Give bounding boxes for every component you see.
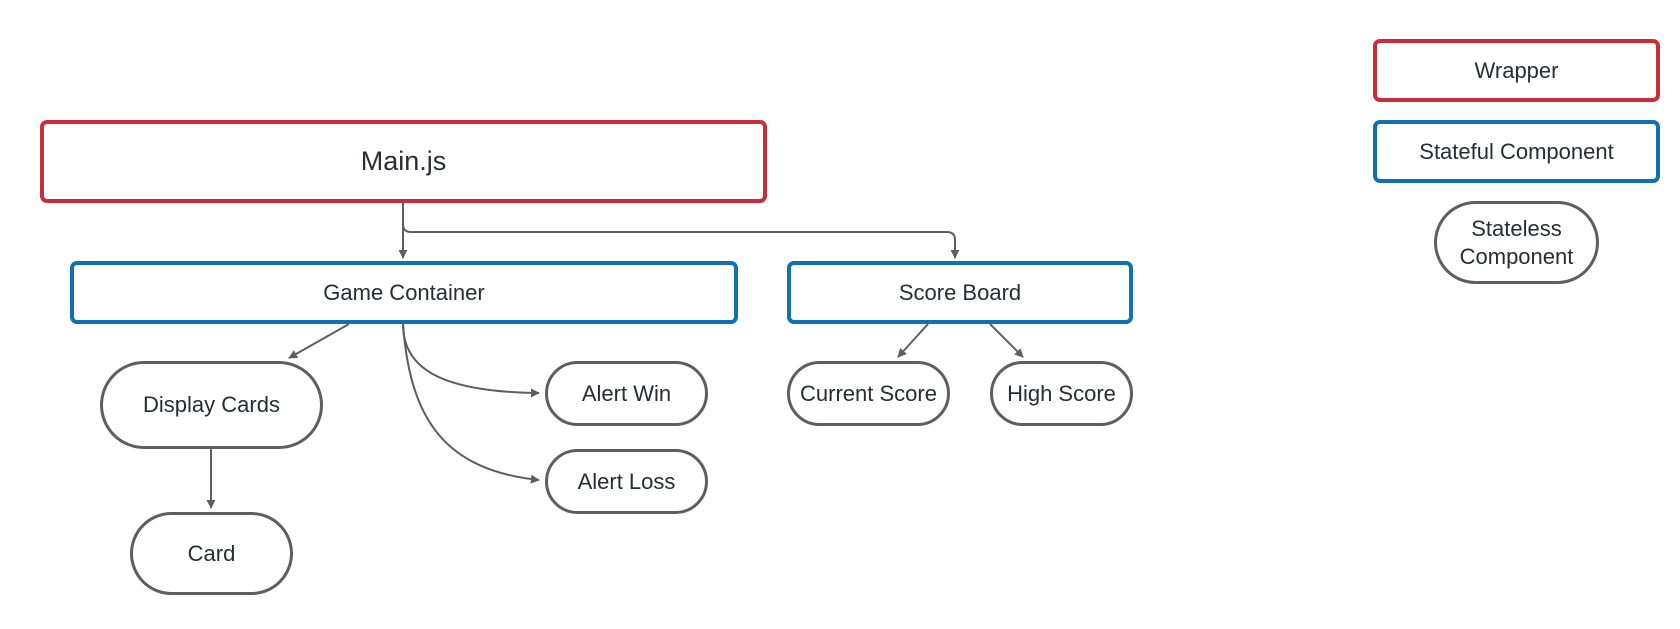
edge-game-container-to-display-cards <box>288 323 350 359</box>
legend-stateful-component: Stateful Component <box>1373 120 1660 183</box>
node-alert-loss[interactable]: Alert Loss <box>545 449 708 514</box>
node-card[interactable]: Card <box>130 512 293 595</box>
legend-wrapper: Wrapper <box>1373 39 1660 102</box>
edge-score-board-to-high-score <box>989 323 1024 358</box>
node-game-container[interactable]: Game Container <box>70 261 738 324</box>
legend-stateless-component: Stateless Component <box>1434 201 1599 284</box>
node-score-board[interactable]: Score Board <box>787 261 1133 324</box>
edge-game-container-to-alert-win <box>402 323 540 398</box>
edge-game-container-to-alert-loss <box>402 323 540 484</box>
edge-main-to-score-board <box>402 203 960 259</box>
node-main-js[interactable]: Main.js <box>40 120 767 203</box>
node-display-cards[interactable]: Display Cards <box>100 361 323 449</box>
node-alert-win[interactable]: Alert Win <box>545 361 708 426</box>
edge-score-board-to-current-score <box>897 323 929 358</box>
node-current-score[interactable]: Current Score <box>787 361 950 426</box>
node-high-score[interactable]: High Score <box>990 361 1133 426</box>
